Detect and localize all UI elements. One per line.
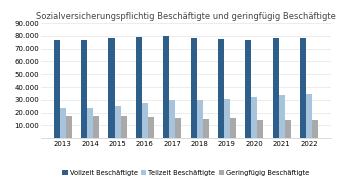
Bar [81, 40, 87, 138]
Bar [230, 118, 236, 138]
Bar [312, 120, 318, 138]
Bar [285, 120, 291, 138]
Bar [108, 38, 115, 138]
Bar [93, 116, 99, 138]
Bar [300, 38, 306, 138]
Bar [273, 38, 279, 138]
Bar [218, 39, 224, 138]
Bar [60, 108, 66, 138]
Bar [279, 95, 285, 138]
Bar [197, 100, 202, 138]
Bar [148, 117, 154, 138]
Bar [191, 38, 197, 138]
Bar [163, 36, 169, 138]
Bar [66, 117, 72, 138]
Bar [202, 119, 209, 138]
Bar [306, 94, 312, 138]
Bar [175, 118, 181, 138]
Bar [169, 100, 175, 138]
Bar [257, 120, 263, 138]
Bar [224, 98, 230, 138]
Bar [245, 40, 251, 138]
Bar [121, 117, 126, 138]
Title: Sozialversicherungspflichtig Beschäftigte und geringfügig Beschäftigte: Sozialversicherungspflichtig Beschäftigt… [36, 12, 336, 21]
Bar [136, 37, 142, 138]
Legend: Vollzeit Beschäftigte, Teilzeit Beschäftigte, Geringfügig Beschäftigte: Vollzeit Beschäftigte, Teilzeit Beschäft… [60, 167, 312, 179]
Bar [142, 103, 148, 138]
Bar [251, 97, 257, 138]
Bar [87, 108, 93, 138]
Bar [54, 40, 60, 138]
Bar [115, 106, 121, 138]
